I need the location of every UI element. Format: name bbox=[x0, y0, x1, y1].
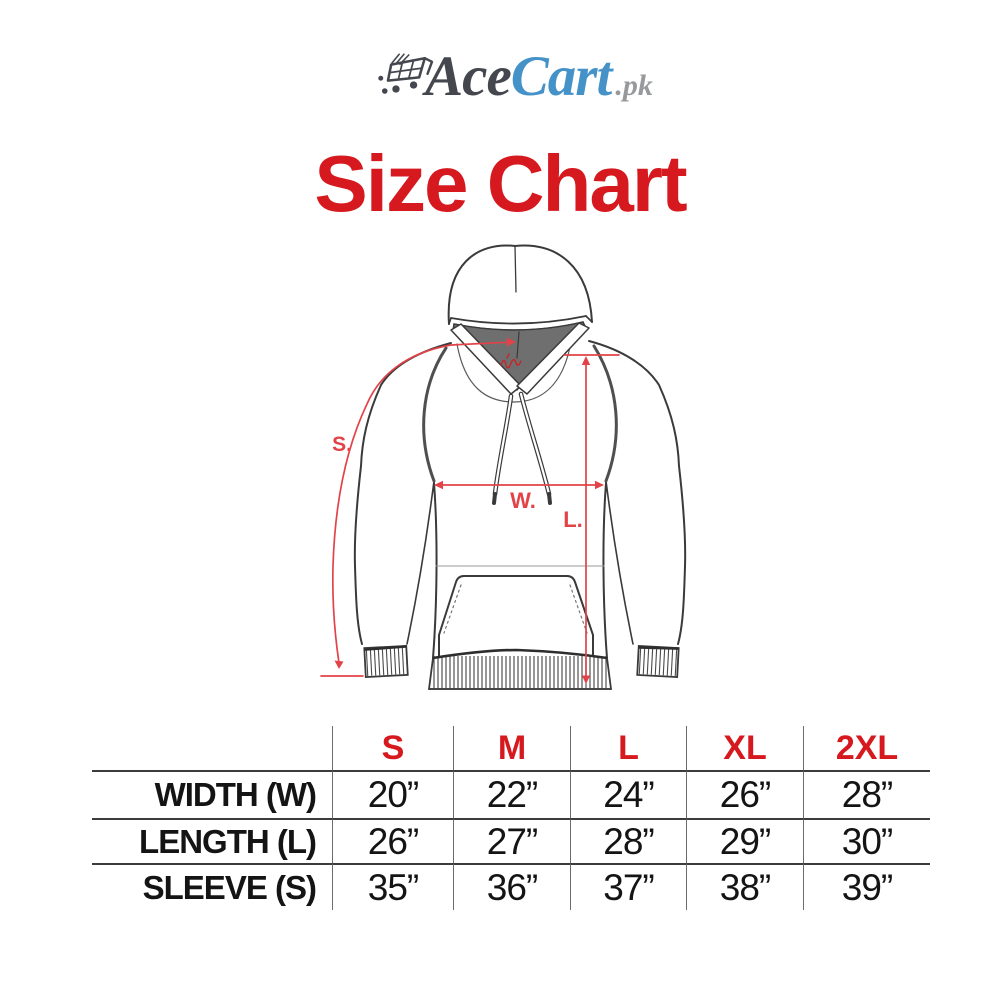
length-label: L. bbox=[563, 507, 583, 532]
size-col-header: XL bbox=[686, 726, 803, 770]
size-value-cell: 26” bbox=[686, 770, 803, 818]
size-value-cell: 38” bbox=[686, 863, 803, 910]
sleeve-label: S. bbox=[332, 433, 352, 456]
table-corner-cell bbox=[92, 726, 332, 770]
size-value-cell: 30” bbox=[803, 818, 930, 863]
size-value-cell: 29” bbox=[686, 818, 803, 863]
shopping-cart-icon bbox=[378, 53, 434, 94]
raglan-seam bbox=[422, 346, 448, 483]
raglan-seam bbox=[592, 344, 618, 483]
size-col-header: 2XL bbox=[803, 726, 930, 770]
kangaroo-pocket bbox=[438, 575, 594, 658]
brand-name-dark: Ace bbox=[425, 45, 512, 108]
size-col-header: M bbox=[453, 726, 570, 770]
right-cuff bbox=[636, 645, 680, 678]
brand-wordmark: Ace Cart .pk bbox=[425, 44, 653, 109]
page-title: Size Chart bbox=[314, 139, 687, 228]
collar-brand-script-icon bbox=[500, 353, 522, 369]
size-value-cell: 27” bbox=[453, 818, 570, 863]
row-label: SLEEVE (S) bbox=[92, 863, 332, 910]
collar-band bbox=[516, 322, 590, 395]
size-value-cell: 26” bbox=[332, 818, 453, 863]
left-sleeve-outline bbox=[353, 342, 452, 645]
size-value-cell: 20” bbox=[332, 770, 453, 818]
row-label: LENGTH (L) bbox=[92, 818, 332, 863]
size-value-cell: 39” bbox=[803, 863, 930, 910]
drawstring-aglet bbox=[547, 492, 552, 505]
size-value-cell: 36” bbox=[453, 863, 570, 910]
size-value-cell: 22” bbox=[453, 770, 570, 818]
brand-suffix: .pk bbox=[615, 69, 653, 102]
size-value-cell: 35” bbox=[332, 863, 453, 910]
hem-ribbing bbox=[427, 648, 613, 690]
size-value-cell: 24” bbox=[570, 770, 686, 818]
width-label: W. bbox=[510, 488, 536, 513]
length-measure-line bbox=[563, 354, 620, 682]
right-sleeve-outline bbox=[588, 340, 687, 645]
size-value-cell: 37” bbox=[570, 863, 686, 910]
cart-wheels bbox=[378, 75, 418, 94]
hood-outline bbox=[447, 244, 593, 325]
drawstring-aglet bbox=[492, 492, 497, 505]
size-col-header: S bbox=[332, 726, 453, 770]
size-table: S M L XL 2XL WIDTH (W) 20” 22” 24” 26” 2… bbox=[92, 726, 930, 910]
brand-logo: Ace Cart .pk bbox=[375, 44, 653, 109]
size-value-cell: 28” bbox=[570, 818, 686, 863]
row-label: WIDTH (W) bbox=[92, 770, 332, 818]
hood-trim bbox=[450, 315, 587, 325]
brand-name-blue: Cart bbox=[510, 45, 613, 108]
size-col-header: L bbox=[570, 726, 686, 770]
size-value-cell: 28” bbox=[803, 770, 930, 818]
left-cuff bbox=[363, 644, 409, 679]
hoodie-measurement-diagram: S. W. L. bbox=[320, 244, 687, 690]
sleeve-measure-line bbox=[331, 341, 514, 664]
